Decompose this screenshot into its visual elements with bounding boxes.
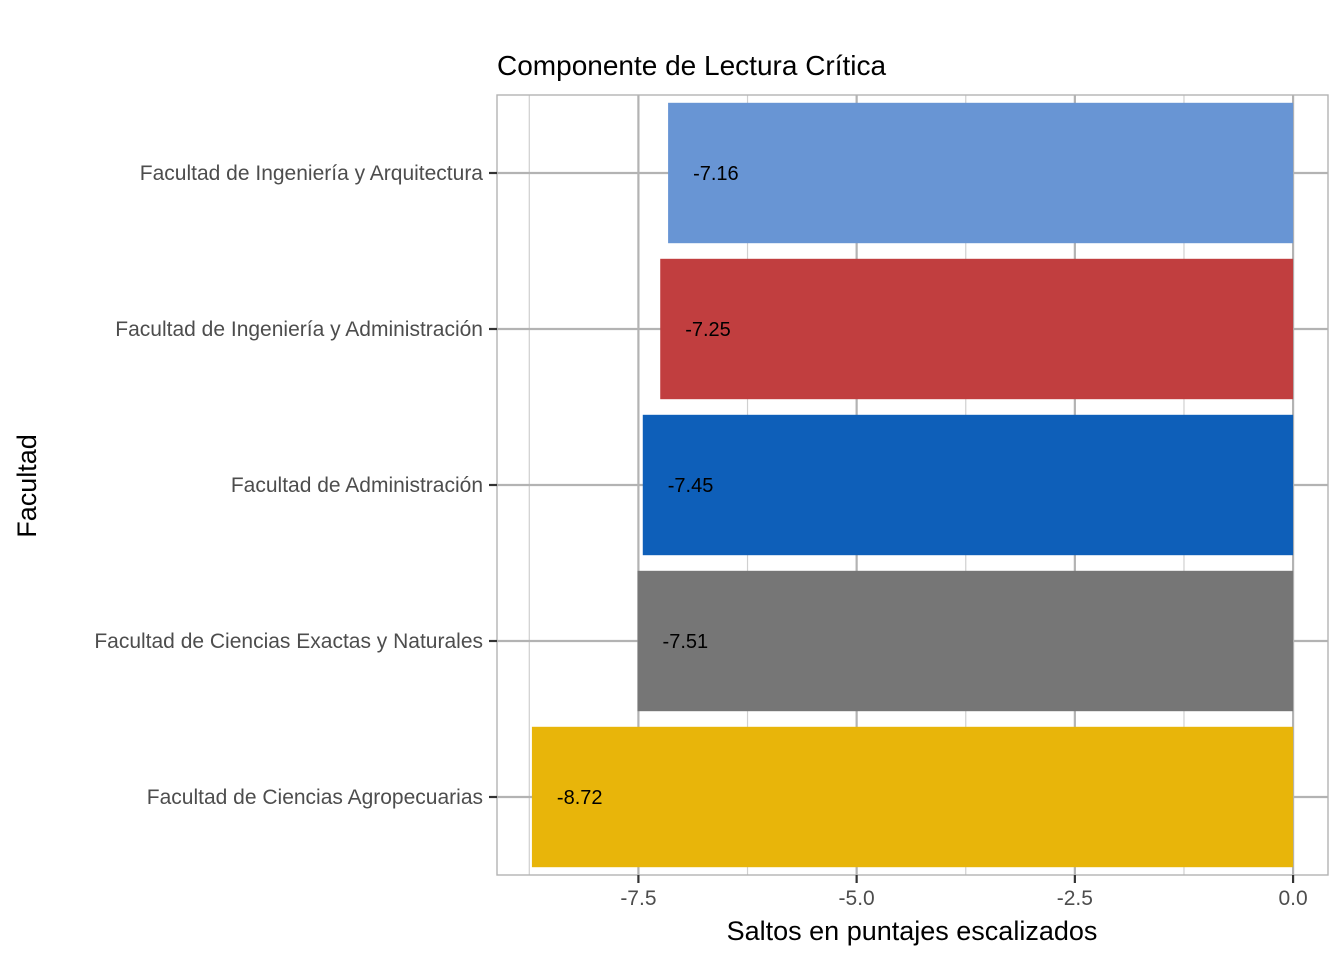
bar-value-label: -8.72 <box>557 787 603 809</box>
x-axis-title: Saltos en puntajes escalizados <box>727 916 1098 946</box>
y-axis: Facultad de Ingeniería y Arquitectura Fac… <box>94 162 497 809</box>
data-labels: -7.16 -7.25 -7.45 -7.51 -8.72 <box>557 163 739 809</box>
bar-value-label: -7.51 <box>663 631 709 653</box>
bar <box>531 726 1294 868</box>
bar-value-label: -7.45 <box>668 475 714 497</box>
y-tick-label: Facultad de Ingeniería y Administración <box>115 318 483 341</box>
x-tick-label: -5.0 <box>839 887 875 910</box>
bar <box>668 102 1294 244</box>
x-axis: -7.5 -5.0 -2.5 0.0 <box>620 875 1308 910</box>
bar-value-label: -7.25 <box>685 319 731 341</box>
y-tick-label: Facultad de Ciencias Agropecuarias <box>147 786 483 809</box>
chart-title: Componente de Lectura Crítica <box>497 50 887 81</box>
bar-value-label: -7.16 <box>693 163 739 185</box>
bar <box>660 258 1294 400</box>
y-tick-label: Facultad de Ingeniería y Arquitectura <box>140 162 484 185</box>
x-tick-label: 0.0 <box>1278 887 1307 910</box>
bar <box>642 414 1294 556</box>
y-axis-title: Facultad <box>12 434 42 538</box>
y-tick-label: Facultad de Ciencias Exactas y Naturales <box>94 630 483 653</box>
x-tick-label: -2.5 <box>1057 887 1093 910</box>
y-tick-label: Facultad de Administración <box>231 474 483 497</box>
bars <box>531 102 1294 868</box>
x-tick-label: -7.5 <box>620 887 656 910</box>
bar <box>637 570 1294 712</box>
